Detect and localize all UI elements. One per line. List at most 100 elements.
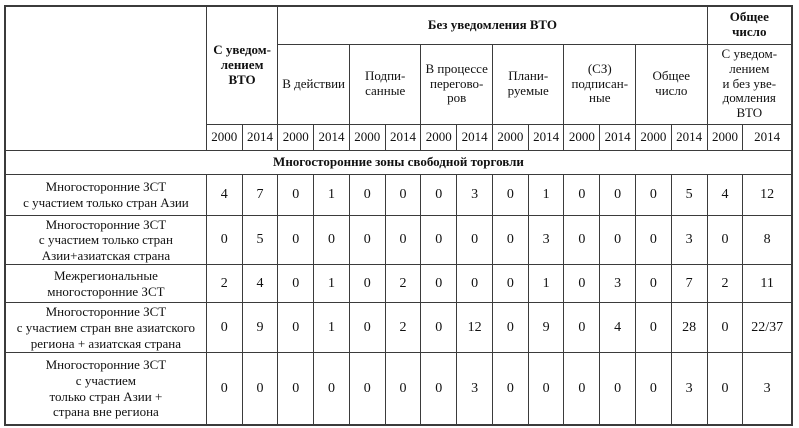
data-cell: 5 bbox=[670, 173, 708, 216]
data-cell: 0 bbox=[706, 214, 744, 266]
data-cell: 3 bbox=[456, 173, 493, 216]
data-cell: 0 bbox=[348, 352, 386, 426]
data-cell: 11 bbox=[742, 264, 793, 304]
data-cell: 3 bbox=[456, 352, 493, 426]
data-cell: 0 bbox=[384, 173, 422, 216]
data-cell: 0 bbox=[527, 352, 565, 426]
header-without-wto-notification: Без уведомления ВТО bbox=[277, 5, 708, 45]
data-cell: 0 bbox=[563, 173, 601, 216]
corner-header-cell bbox=[4, 5, 207, 151]
data-cell: 0 bbox=[420, 302, 458, 354]
data-cell: 0 bbox=[491, 302, 529, 354]
data-cell: 0 bbox=[563, 302, 601, 354]
header-with-wto-notification: С уведом- лением ВТО bbox=[205, 5, 279, 125]
data-cell: 0 bbox=[420, 352, 458, 426]
data-cell: 0 bbox=[491, 352, 529, 426]
data-cell: 0 bbox=[348, 264, 386, 304]
data-cell: 0 bbox=[706, 302, 744, 354]
table-row: Многосторонние ЗСТ с участием только стр… bbox=[4, 214, 793, 266]
data-cell: 0 bbox=[706, 352, 744, 426]
data-cell: 0 bbox=[635, 173, 672, 216]
year-header: 2000 bbox=[635, 123, 672, 151]
group-header-planned: Плани- руемые bbox=[491, 43, 565, 125]
data-cell: 0 bbox=[491, 214, 529, 266]
data-cell: 22/37 bbox=[742, 302, 793, 354]
data-cell: 0 bbox=[348, 214, 386, 266]
data-cell: 0 bbox=[348, 302, 386, 354]
data-cell: 3 bbox=[670, 352, 708, 426]
year-header: 2014 bbox=[527, 123, 565, 151]
group-header-with-and-without-notification: С уведом- лением и без уве- домления ВТО bbox=[706, 43, 793, 125]
data-cell: 3 bbox=[599, 264, 637, 304]
data-cell: 28 bbox=[670, 302, 708, 354]
table-row: Многосторонние ЗСТ с участием только стр… bbox=[4, 173, 793, 216]
year-header: 2000 bbox=[205, 123, 243, 151]
year-header: 2000 bbox=[277, 123, 315, 151]
data-cell: 0 bbox=[241, 352, 279, 426]
row-label: Многосторонние ЗСТ с участием только стр… bbox=[4, 352, 207, 426]
data-cell: 0 bbox=[384, 352, 422, 426]
data-cell: 5 bbox=[241, 214, 279, 266]
year-header: 2014 bbox=[241, 123, 279, 151]
data-cell: 0 bbox=[313, 214, 350, 266]
data-cell: 3 bbox=[742, 352, 793, 426]
data-cell: 0 bbox=[491, 173, 529, 216]
group-header-sz-signed: (СЗ) подписан- ные bbox=[563, 43, 637, 125]
row-label: Многосторонние ЗСТ с участием только стр… bbox=[4, 214, 207, 266]
data-cell: 0 bbox=[635, 264, 672, 304]
data-cell: 0 bbox=[205, 302, 243, 354]
data-cell: 0 bbox=[277, 264, 315, 304]
year-header: 2000 bbox=[706, 123, 744, 151]
data-cell: 1 bbox=[527, 173, 565, 216]
data-cell: 7 bbox=[241, 173, 279, 216]
data-cell: 0 bbox=[456, 264, 493, 304]
data-cell: 0 bbox=[205, 352, 243, 426]
group-header-signed: Подпи- санные bbox=[348, 43, 422, 125]
row-label: Многосторонние ЗСТ с участием стран вне … bbox=[4, 302, 207, 354]
data-cell: 0 bbox=[563, 264, 601, 304]
year-header: 2000 bbox=[420, 123, 458, 151]
data-cell: 0 bbox=[599, 352, 637, 426]
year-header: 2014 bbox=[599, 123, 637, 151]
data-cell: 0 bbox=[205, 214, 243, 266]
data-cell: 0 bbox=[420, 173, 458, 216]
data-cell: 0 bbox=[491, 264, 529, 304]
year-header: 2000 bbox=[348, 123, 386, 151]
data-cell: 12 bbox=[456, 302, 493, 354]
data-cell: 1 bbox=[527, 264, 565, 304]
data-cell: 7 bbox=[670, 264, 708, 304]
row-label: Многосторонние ЗСТ с участием только стр… bbox=[4, 173, 207, 216]
data-cell: 1 bbox=[313, 173, 350, 216]
year-header: 2014 bbox=[313, 123, 350, 151]
data-cell: 8 bbox=[742, 214, 793, 266]
data-cell: 0 bbox=[313, 352, 350, 426]
data-cell: 0 bbox=[456, 214, 493, 266]
data-cell: 0 bbox=[277, 173, 315, 216]
data-cell: 9 bbox=[241, 302, 279, 354]
year-header: 2014 bbox=[456, 123, 493, 151]
data-cell: 12 bbox=[742, 173, 793, 216]
data-cell: 0 bbox=[599, 173, 637, 216]
data-cell: 2 bbox=[205, 264, 243, 304]
year-header: 2014 bbox=[742, 123, 793, 151]
data-cell: 0 bbox=[277, 302, 315, 354]
data-cell: 2 bbox=[706, 264, 744, 304]
data-cell: 0 bbox=[563, 352, 601, 426]
group-header-total-number: Общее число bbox=[635, 43, 708, 125]
data-cell: 1 bbox=[313, 302, 350, 354]
data-cell: 0 bbox=[348, 173, 386, 216]
data-cell: 0 bbox=[420, 264, 458, 304]
data-cell: 0 bbox=[599, 214, 637, 266]
data-cell: 0 bbox=[635, 214, 672, 266]
data-cell: 4 bbox=[599, 302, 637, 354]
data-cell: 2 bbox=[384, 302, 422, 354]
section-title-multilateral-ftas: Многосторонние зоны свободной торговли bbox=[4, 149, 793, 175]
year-header: 2014 bbox=[384, 123, 422, 151]
data-cell: 0 bbox=[420, 214, 458, 266]
data-cell: 0 bbox=[635, 352, 672, 426]
year-header: 2014 bbox=[670, 123, 708, 151]
year-header: 2000 bbox=[563, 123, 601, 151]
data-cell: 4 bbox=[241, 264, 279, 304]
data-cell: 0 bbox=[277, 214, 315, 266]
